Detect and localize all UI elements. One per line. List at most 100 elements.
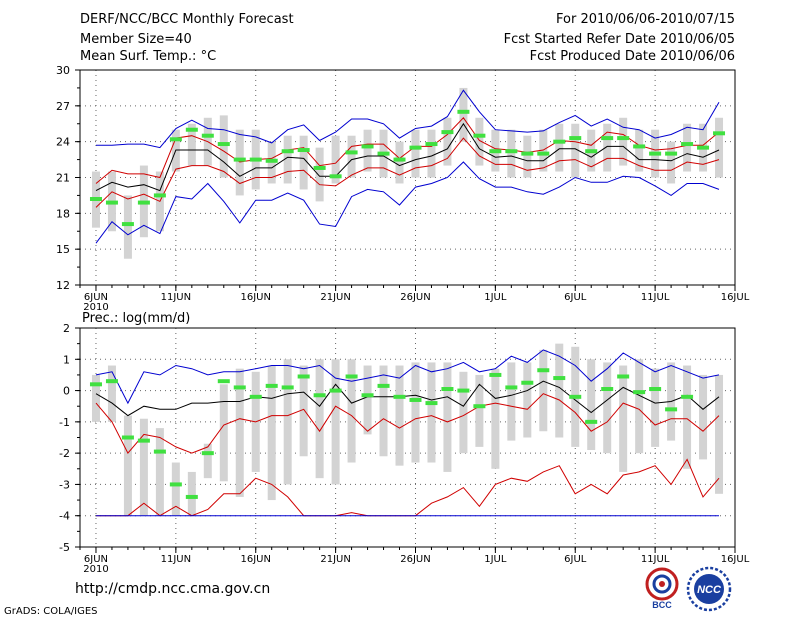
prec-x-tick-label: 1JUL <box>484 554 507 565</box>
prec-y-tick-label: -3 <box>59 478 70 491</box>
temp-spread-box <box>347 135 356 178</box>
prec-spread-box <box>299 365 308 457</box>
temp-median-marker <box>505 149 518 154</box>
temp-x-tick-label: 6JUN <box>84 292 108 303</box>
prec-spread-box <box>219 384 228 482</box>
temp-x-tick-label: 26JUN <box>400 292 430 303</box>
temp-median-marker <box>409 145 422 150</box>
temp-spread-box <box>507 129 516 178</box>
temp-median-marker <box>217 142 230 147</box>
prec-spread-box <box>235 368 244 497</box>
temp-median-marker <box>361 144 374 149</box>
prec-spread-box <box>459 371 468 454</box>
temp-median-marker <box>473 133 486 138</box>
temp-spread-box <box>299 135 308 190</box>
prec-spread-box <box>395 365 404 466</box>
source-url[interactable]: http://cmdp.ncc.cma.gov.cn <box>75 581 271 597</box>
prec-spread-box <box>123 415 132 516</box>
prec-spread-box <box>203 443 212 479</box>
temp-x-tick-label: 21JUN <box>320 292 350 303</box>
prec-x-tick-label: 16JUN <box>240 554 270 565</box>
prec-y-tick-label: -4 <box>59 510 70 523</box>
temp-median-marker <box>681 142 694 147</box>
prec-median-marker <box>457 388 470 393</box>
prec-spread-box <box>363 365 372 435</box>
prec-median-marker <box>649 387 662 392</box>
prec-median-marker <box>105 379 118 384</box>
temp-y-tick-label: 18 <box>56 207 70 220</box>
temp-ensemble-mean-line <box>95 122 720 192</box>
prec-median-marker <box>489 372 502 377</box>
prec-median-marker <box>329 388 342 393</box>
prec-median-marker <box>409 397 422 402</box>
prec-x-tick-label: 6JUN <box>84 554 108 565</box>
prec-median-marker <box>281 385 294 390</box>
prec-y-tick-label: -1 <box>59 416 70 429</box>
temp-median-marker <box>121 222 134 227</box>
prec-upper-inner-line <box>95 349 720 405</box>
prec-spread-box <box>411 362 420 463</box>
temp-spread-box <box>315 147 324 202</box>
prec-y-tick-label: -5 <box>59 541 70 554</box>
temp-median-marker <box>281 149 294 154</box>
temp-median-marker <box>553 139 566 144</box>
prec-spread-box <box>699 374 708 460</box>
temp-median-marker <box>569 136 582 141</box>
forecast-period: For 2010/06/06-2010/07/15 <box>556 12 735 27</box>
temp-median-marker <box>585 149 598 154</box>
temp-median-marker <box>457 109 470 114</box>
prec-median-marker <box>297 374 310 379</box>
temp-median-marker <box>313 165 326 170</box>
temp-x-tick-label: 11JUL <box>641 292 670 303</box>
prec-median-marker <box>617 374 630 379</box>
prec-spread-box <box>91 374 100 422</box>
temp-median-marker <box>537 151 550 156</box>
temp-spread-box <box>683 123 692 172</box>
prec-median-marker <box>121 435 134 440</box>
temp-median-marker <box>441 130 454 135</box>
member-size-label: Member Size=40 <box>80 32 192 47</box>
prec-spread-box <box>587 359 596 451</box>
temp-x-tick-label: 11JUN <box>161 292 191 303</box>
temp-median-marker <box>633 144 646 149</box>
prec-x-tick-label: 11JUL <box>641 554 670 565</box>
prec-spread-box <box>171 462 180 516</box>
temp-y-tick-label: 27 <box>56 100 70 113</box>
temp-median-marker <box>153 193 166 198</box>
prec-median-marker <box>89 382 102 387</box>
prec-median-marker <box>537 368 550 373</box>
temp-median-marker <box>249 157 262 162</box>
prec-x-tick-sublabel: 2010 <box>83 564 108 575</box>
prec-x-tick-label: 16JUL <box>721 554 750 565</box>
temp-y-tick-label: 15 <box>56 243 70 256</box>
variable-label-temperature: Mean Surf. Temp.: °C <box>80 49 217 64</box>
prec-median-marker <box>313 393 326 398</box>
temp-spread-box <box>443 117 452 166</box>
prec-spread-box <box>187 471 196 516</box>
temp-median-marker <box>105 200 118 205</box>
prec-x-tick-label: 21JUN <box>320 554 350 565</box>
temp-lower-inner-line <box>95 137 720 208</box>
temp-y-tick-label: 12 <box>56 279 70 292</box>
temp-spread-box <box>219 115 228 178</box>
prec-spread-box <box>619 365 628 472</box>
temp-median-marker <box>201 133 214 138</box>
prec-median-marker <box>473 404 486 409</box>
prec-median-marker <box>425 401 438 406</box>
prec-median-marker <box>505 385 518 390</box>
temp-spread-box <box>411 129 420 178</box>
temp-median-marker <box>425 142 438 147</box>
prec-spread-box <box>491 368 500 469</box>
temp-median-marker <box>329 174 342 179</box>
temp-x-tick-label: 6JUL <box>564 292 587 303</box>
temp-spread-box <box>635 129 644 172</box>
prec-median-marker <box>185 494 198 499</box>
temp-y-tick-label: 21 <box>56 172 70 185</box>
temp-median-marker <box>297 148 310 153</box>
temp-spread-box <box>459 87 468 142</box>
prec-median-marker <box>585 419 598 424</box>
prec-spread-box <box>523 362 532 438</box>
variable-label-precipitation: Prec.: log(mm/d) <box>82 311 190 326</box>
prec-median-marker <box>681 394 694 399</box>
temp-median-marker <box>489 149 502 154</box>
